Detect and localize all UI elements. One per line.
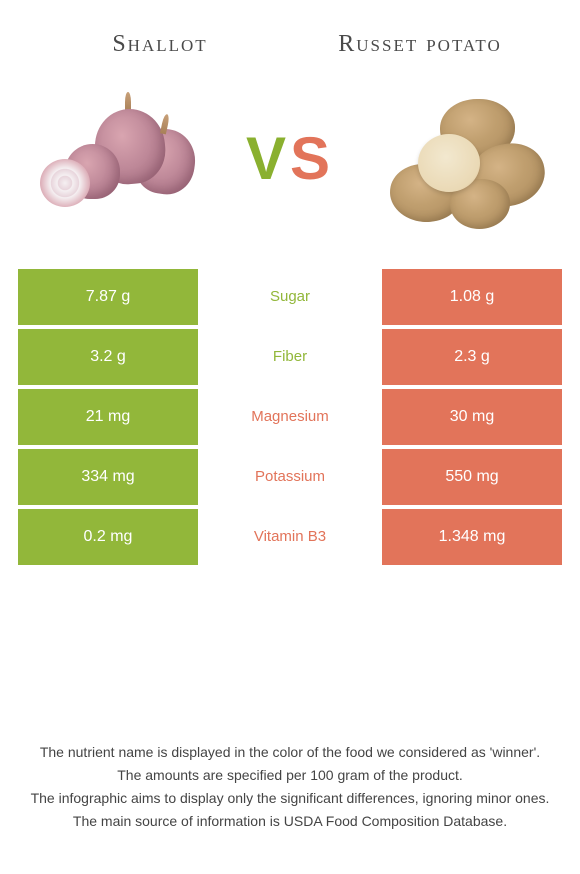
nutrient-name: Magnesium	[200, 389, 380, 445]
nutrient-row: 0.2 mgVitamin B31.348 mg	[18, 509, 562, 565]
footer-line: The nutrient name is displayed in the co…	[20, 742, 560, 763]
nutrient-name: Fiber	[200, 329, 380, 385]
nutrient-left-value: 7.87 g	[18, 269, 198, 325]
nutrient-name: Potassium	[200, 449, 380, 505]
shallot-image	[40, 89, 200, 229]
nutrient-right-value: 550 mg	[382, 449, 562, 505]
nutrient-row: 334 mgPotassium550 mg	[18, 449, 562, 505]
potato-image	[380, 89, 540, 229]
nutrient-left-value: 21 mg	[18, 389, 198, 445]
left-food-title: Shallot	[60, 30, 260, 59]
image-row: VS	[0, 59, 580, 269]
nutrient-right-value: 1.348 mg	[382, 509, 562, 565]
vs-label: VS	[246, 124, 334, 193]
nutrient-name: Sugar	[200, 269, 380, 325]
nutrient-right-value: 30 mg	[382, 389, 562, 445]
footer-line: The infographic aims to display only the…	[20, 788, 560, 809]
vs-v: V	[246, 125, 290, 192]
nutrient-left-value: 0.2 mg	[18, 509, 198, 565]
nutrient-right-value: 1.08 g	[382, 269, 562, 325]
title-row: Shallot Russet potato	[0, 0, 580, 59]
nutrient-table: 7.87 gSugar1.08 g3.2 gFiber2.3 g21 mgMag…	[18, 269, 562, 565]
right-food-title: Russet potato	[320, 30, 520, 59]
nutrient-right-value: 2.3 g	[382, 329, 562, 385]
vs-s: S	[290, 125, 334, 192]
nutrient-left-value: 334 mg	[18, 449, 198, 505]
nutrient-row: 21 mgMagnesium30 mg	[18, 389, 562, 445]
nutrient-left-value: 3.2 g	[18, 329, 198, 385]
footer-notes: The nutrient name is displayed in the co…	[20, 742, 560, 834]
footer-line: The main source of information is USDA F…	[20, 811, 560, 832]
nutrient-row: 3.2 gFiber2.3 g	[18, 329, 562, 385]
nutrient-name: Vitamin B3	[200, 509, 380, 565]
nutrient-row: 7.87 gSugar1.08 g	[18, 269, 562, 325]
footer-line: The amounts are specified per 100 gram o…	[20, 765, 560, 786]
